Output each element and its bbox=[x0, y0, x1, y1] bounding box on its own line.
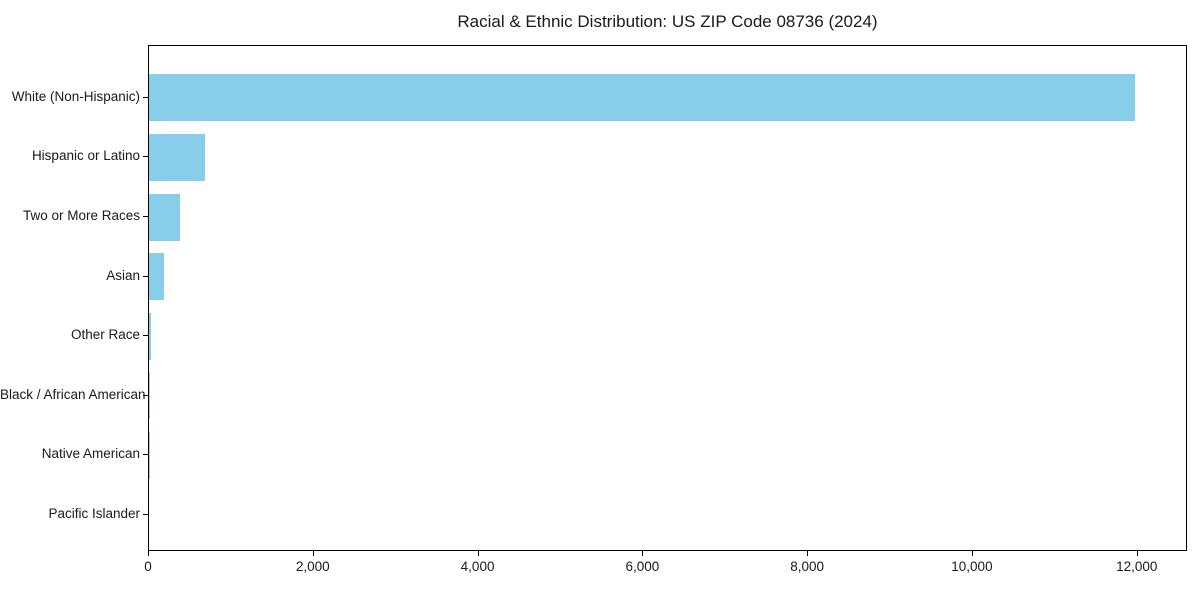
ytick-mark bbox=[143, 514, 148, 515]
bar-asian bbox=[149, 253, 164, 301]
xtick-mark bbox=[1136, 551, 1138, 556]
xtick-label: 4,000 bbox=[460, 559, 495, 574]
bar-two-or-more-races bbox=[149, 193, 181, 241]
ytick-label-hispanic-or-latino: Hispanic or Latino bbox=[31, 148, 140, 164]
chart-title: Racial & Ethnic Distribution: US ZIP Cod… bbox=[457, 12, 878, 31]
ytick-mark bbox=[143, 275, 148, 277]
ytick-mark bbox=[143, 156, 148, 158]
ytick-label-native-american: Native American bbox=[41, 446, 140, 462]
xtick-label: 12,000 bbox=[1116, 559, 1158, 574]
ytick-mark bbox=[143, 96, 148, 98]
bar-hispanic-or-latino bbox=[149, 133, 205, 181]
xtick-label: 0 bbox=[144, 559, 152, 574]
xtick-mark bbox=[971, 551, 973, 556]
xtick-mark bbox=[807, 551, 809, 556]
ytick-label-asian: Asian bbox=[106, 267, 140, 283]
xtick-label: 10,000 bbox=[951, 559, 993, 574]
xtick-mark bbox=[312, 551, 314, 556]
ytick-label-black-african-american: Black / African American bbox=[0, 386, 146, 402]
xtick-label: 8,000 bbox=[790, 559, 825, 574]
xtick-mark bbox=[477, 551, 479, 556]
ytick-mark bbox=[143, 216, 148, 217]
bar-other-race bbox=[149, 312, 151, 360]
ytick-label-two-or-more-races: Two or More Races bbox=[22, 208, 140, 223]
xtick-label: 6,000 bbox=[625, 559, 660, 574]
plot-area bbox=[148, 45, 1187, 551]
xtick-label: 2,000 bbox=[295, 559, 330, 574]
ytick-mark bbox=[143, 394, 148, 396]
ytick-label-other-race: Other Race bbox=[70, 327, 140, 343]
xtick-mark bbox=[148, 551, 149, 556]
ytick-mark bbox=[143, 335, 148, 337]
bar-white-non-hispanic bbox=[149, 74, 1135, 122]
xtick-mark bbox=[642, 551, 644, 556]
ytick-label-pacific-islander: Pacific Islander bbox=[48, 506, 140, 521]
ytick-mark bbox=[143, 454, 148, 456]
ytick-label-white-non-hispanic: White (Non-Hispanic) bbox=[11, 88, 140, 104]
